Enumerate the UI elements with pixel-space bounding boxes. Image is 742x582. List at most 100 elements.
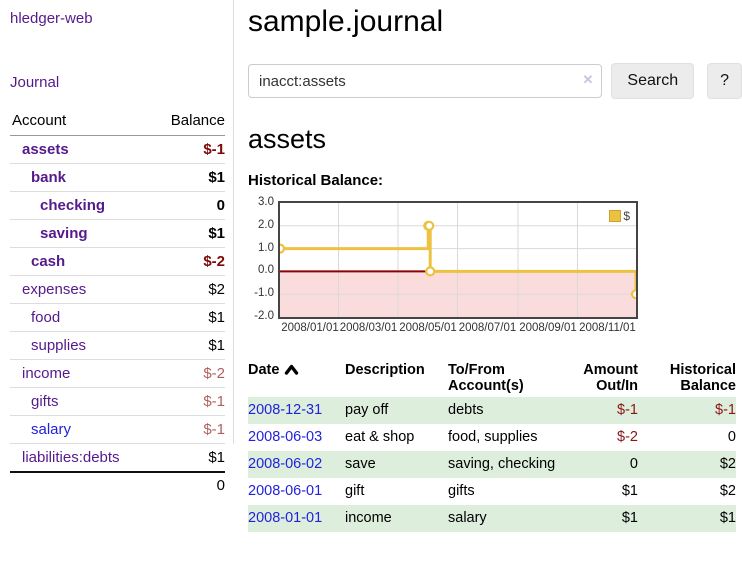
chart-legend: $ — [607, 208, 632, 224]
transaction-amount: 0 — [566, 451, 646, 478]
transaction-description: gift — [345, 483, 365, 499]
accounts-total-balance: 0 — [152, 471, 225, 499]
y-tick-label: -1.0 — [254, 287, 274, 300]
page-title: sample.journal — [248, 5, 444, 38]
account-row: checking 0 — [10, 191, 225, 220]
account-link-income[interactable]: income — [22, 365, 71, 382]
accounts-header-account: Account — [10, 108, 153, 136]
accounts-total-row: 0 — [10, 471, 225, 499]
account-link-supplies[interactable]: supplies — [31, 337, 87, 354]
chart-x-axis: 2008/01/01 2008/03/01 2008/05/01 2008/07/01… — [278, 319, 640, 337]
account-row: assets $-1 — [10, 135, 225, 164]
account-link-liabilities-debts[interactable]: liabilities:debts — [22, 449, 120, 466]
account-row: liabilities:debts $1 — [10, 443, 225, 473]
y-tick-label: 2.0 — [258, 218, 274, 231]
register-header-description: Description — [345, 362, 425, 378]
help-button[interactable]: ? — [707, 63, 742, 99]
transaction-accounts: salary — [448, 505, 566, 532]
transaction-balance: $2 — [646, 451, 736, 478]
x-tick-label: 2008/03/01 — [339, 322, 398, 334]
transaction-description: eat & shop — [345, 429, 415, 445]
transaction-accounts: debts — [448, 397, 566, 424]
account-balance: $1 — [152, 219, 225, 248]
y-tick-label: 0.0 — [258, 264, 274, 277]
accounts-header-row: Account Balance — [10, 108, 225, 136]
register-table: Date Description To/From Account(s) Amou… — [248, 359, 736, 532]
transaction-balance: $2 — [719, 483, 736, 499]
search-button[interactable]: Search — [611, 63, 695, 99]
accounts-table: Account Balance assets $-1 bank $1 check… — [10, 108, 225, 499]
transaction-row: 2008-01-01 income salary $1 $1 — [248, 505, 736, 532]
register-header-date[interactable]: Date — [248, 359, 345, 397]
account-link-bank[interactable]: bank — [31, 169, 67, 186]
transaction-row: 2008-06-03 eat & shop food, supplies $-2… — [248, 424, 736, 451]
account-balance: $2 — [152, 275, 225, 304]
account-balance: 0 — [152, 191, 225, 220]
account-link-salary[interactable]: salary — [31, 421, 72, 438]
register-header-balance: Historical Balance — [669, 362, 736, 394]
transaction-row: 2008-12-31 pay off debts $-1 $-1 — [248, 397, 736, 424]
transaction-amount: $1 — [566, 505, 646, 532]
legend-label: $ — [623, 209, 630, 223]
transaction-accounts: food, supplies — [448, 429, 538, 445]
transaction-amount: $-1 — [566, 397, 646, 424]
search-form: ✕ Search ? — [248, 63, 742, 99]
account-link-cash[interactable]: cash — [31, 253, 66, 270]
account-row: salary $-1 — [10, 415, 225, 444]
transaction-balance: $-1 — [646, 397, 736, 424]
account-balance: $1 — [152, 443, 225, 473]
account-balance: $-1 — [152, 387, 225, 416]
account-link-checking[interactable]: checking — [40, 197, 106, 214]
register-header-amount: Amount Out/In — [583, 362, 638, 394]
account-link-gifts[interactable]: gifts — [31, 393, 59, 410]
account-link-food[interactable]: food — [31, 309, 61, 326]
search-box: ✕ — [248, 64, 603, 98]
chart-plot[interactable]: $ — [278, 201, 638, 319]
transaction-row: 2008-06-02 save saving, checking 0 $2 — [248, 451, 736, 478]
account-balance: $-2 — [152, 247, 225, 276]
transaction-amount: $1 — [621, 483, 638, 499]
y-tick-label: 1.0 — [258, 241, 274, 254]
account-link-expenses[interactable]: expenses — [22, 281, 87, 298]
transaction-amount: $-2 — [617, 429, 638, 445]
transaction-description: income — [345, 505, 448, 532]
account-row: saving $1 — [10, 219, 225, 248]
transaction-balance: 0 — [727, 429, 736, 445]
transaction-date-link[interactable]: 2008-01-01 — [248, 510, 323, 526]
account-row: gifts $-1 — [10, 387, 225, 416]
search-input[interactable] — [248, 64, 603, 98]
chart-canvas — [280, 203, 636, 317]
register-header-row: Date Description To/From Account(s) Amou… — [248, 359, 736, 397]
accounts-header-balance: Balance — [152, 108, 225, 136]
sidebar: hledger-web Journal Account Balance asse… — [0, 0, 234, 499]
y-tick-label: -2.0 — [254, 310, 274, 322]
account-balance: $1 — [152, 331, 225, 360]
account-row: cash $-2 — [10, 247, 225, 276]
x-tick-label: 2008/11/01 — [579, 322, 636, 334]
app-title-link[interactable]: hledger-web — [10, 10, 93, 27]
sort-ascending-icon — [284, 363, 299, 379]
account-link-assets[interactable]: assets — [22, 141, 69, 158]
account-balance: $-1 — [152, 135, 225, 164]
transaction-date-link[interactable]: 2008-06-01 — [248, 483, 323, 499]
x-tick-label: 2008/07/01 — [458, 322, 517, 334]
chart-title: Historical Balance: — [248, 172, 384, 189]
account-row: income $-2 — [10, 359, 225, 388]
account-link-saving[interactable]: saving — [40, 225, 88, 242]
transaction-description: save — [345, 451, 448, 478]
transaction-date-link[interactable]: 2008-06-02 — [248, 456, 323, 472]
transaction-date-link[interactable]: 2008-06-03 — [248, 429, 323, 445]
journal-link[interactable]: Journal — [10, 74, 60, 91]
account-row: supplies $1 — [10, 331, 225, 360]
x-tick-label: 2008/09/01 — [519, 322, 577, 334]
account-heading: assets — [248, 124, 327, 154]
clear-search-icon[interactable]: ✕ — [582, 72, 594, 87]
transaction-date-link[interactable]: 2008-12-31 — [248, 402, 323, 418]
account-row: bank $1 — [10, 163, 225, 192]
transaction-accounts: saving, checking — [448, 451, 566, 478]
x-tick-label: 2008/01/01 — [281, 322, 339, 334]
account-row: expenses $2 — [10, 275, 225, 304]
register-header-accounts: To/From Account(s) — [448, 362, 524, 394]
transaction-description: pay off — [345, 397, 448, 424]
account-balance: $-1 — [152, 415, 225, 444]
